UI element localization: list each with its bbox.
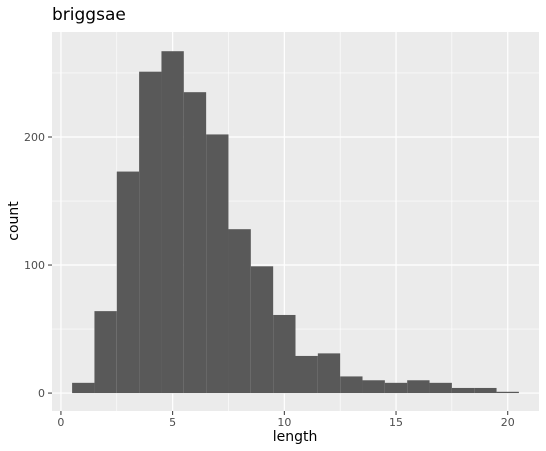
histogram-bar [184, 92, 206, 393]
histogram-bar [117, 172, 139, 394]
histogram-bar [296, 356, 318, 393]
x-tick-label: 10 [277, 416, 291, 429]
x-axis: 0 5 10 15 20 [57, 411, 514, 429]
histogram-bar [273, 315, 295, 393]
y-axis-label: count [6, 201, 22, 241]
histogram-bar [430, 383, 452, 393]
histogram-bar [385, 383, 407, 393]
histogram-bar [340, 376, 362, 393]
histogram-bar [206, 134, 228, 393]
histogram-bar [452, 388, 474, 393]
histogram-bar [497, 392, 519, 393]
x-tick-label: 15 [389, 416, 403, 429]
y-tick-label: 200 [24, 131, 45, 144]
x-tick-label: 5 [169, 416, 176, 429]
histogram-bar [474, 388, 496, 393]
x-axis-label: length [273, 429, 318, 445]
histogram-bar [318, 353, 340, 393]
histogram-bar [407, 380, 429, 393]
histogram-bar [251, 266, 273, 393]
histogram-bar [363, 380, 385, 393]
chart-title: briggsae [52, 5, 126, 25]
histogram-bar [228, 229, 250, 393]
histogram-bar [94, 311, 116, 393]
x-tick-label: 0 [57, 416, 64, 429]
histogram-bar [72, 383, 94, 393]
y-tick-label: 0 [38, 387, 45, 400]
y-tick-label: 100 [24, 259, 45, 272]
histogram-bar [139, 72, 161, 393]
y-axis: 0 100 200 [24, 131, 52, 400]
histogram-bar [161, 51, 183, 393]
x-tick-label: 20 [501, 416, 515, 429]
